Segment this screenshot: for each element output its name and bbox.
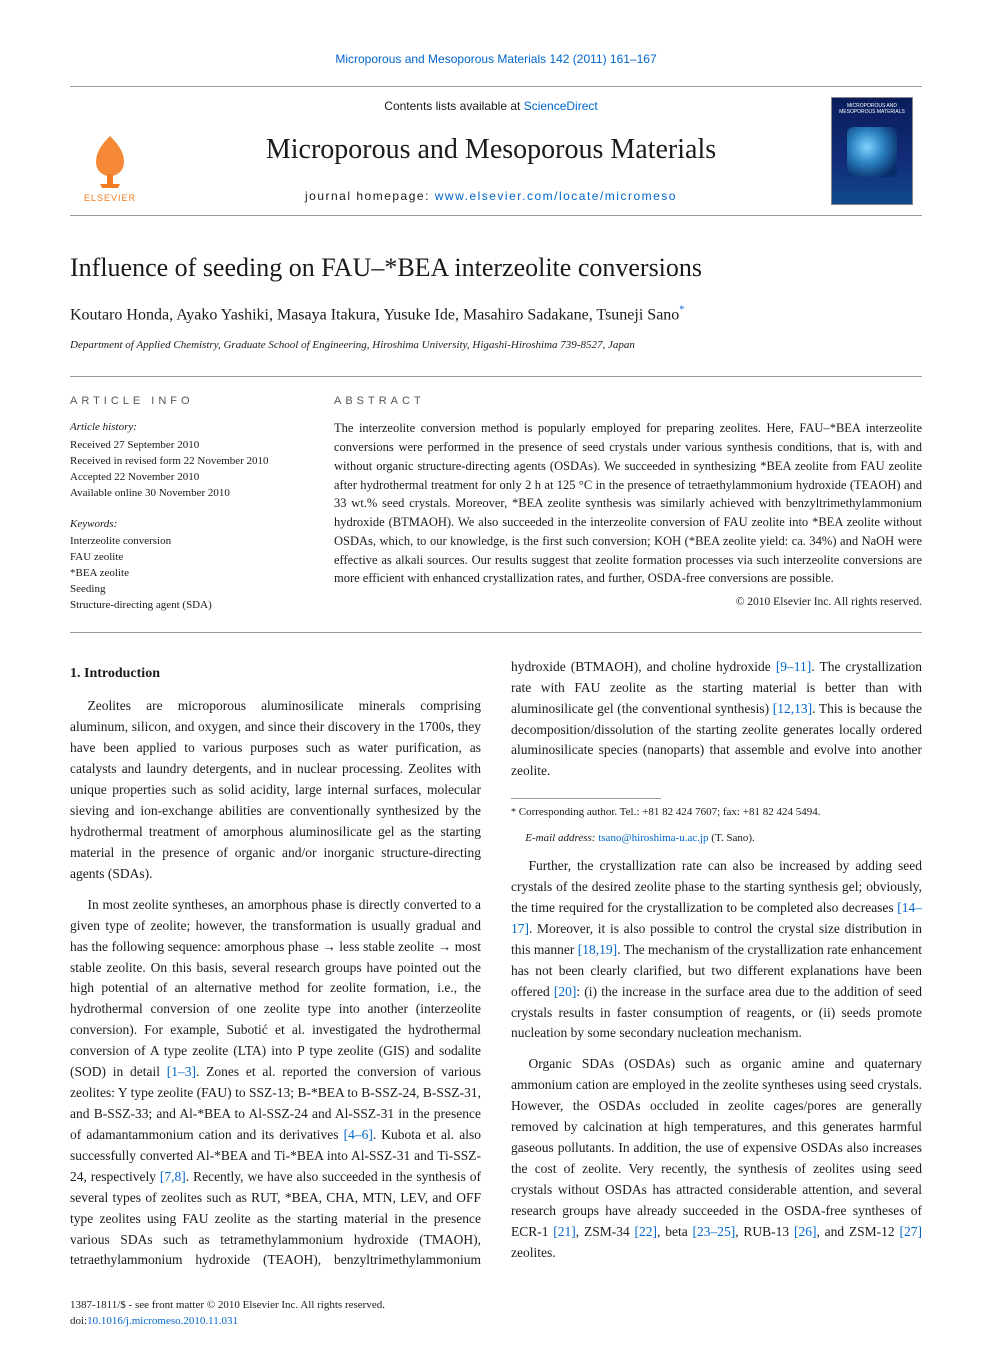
paragraph-text: zeolites. xyxy=(511,1245,556,1260)
email-label: E-mail address: xyxy=(525,832,598,844)
ref-link[interactable]: [12,13] xyxy=(773,701,812,716)
email-link[interactable]: tsano@hiroshima-u.ac.jp xyxy=(598,832,708,844)
keyword: Interzeolite conversion xyxy=(70,534,300,550)
keyword: *BEA zeolite xyxy=(70,566,300,582)
section-heading-introduction: 1. Introduction xyxy=(70,663,481,685)
paragraph-text: In most zeolite syntheses, an amorphous … xyxy=(70,897,481,1079)
header-center: Contents lists available at ScienceDirec… xyxy=(160,87,822,215)
doi-prefix: doi: xyxy=(70,1315,87,1327)
star-icon: * xyxy=(511,807,516,818)
paragraph-text: . Recently, xyxy=(186,1169,248,1184)
history-head: Article history: xyxy=(70,419,300,436)
cover-art-icon xyxy=(847,127,897,177)
doi-line: doi:10.1016/j.micromeso.2010.11.031 xyxy=(70,1314,922,1329)
publisher-logo-cell: ELSEVIER xyxy=(70,87,160,215)
footnote-block: * Corresponding author. Tel.: +81 82 424… xyxy=(511,798,922,846)
ref-link[interactable]: [1–3] xyxy=(167,1064,196,1079)
homepage-prefix: journal homepage: xyxy=(305,189,435,203)
paragraph-text: Further, the crystallization rate can al… xyxy=(511,858,922,915)
body-paragraph: Further, the crystallization rate can al… xyxy=(511,856,922,1044)
homepage-link[interactable]: www.elsevier.com/locate/micromeso xyxy=(435,189,677,203)
article-meta-row: ARTICLE INFO Article history: Received 2… xyxy=(70,376,922,633)
corresponding-marker-link[interactable]: * xyxy=(679,306,684,323)
ref-link[interactable]: [7,8] xyxy=(160,1169,186,1184)
page-footer: 1387-1811/$ - see front matter © 2010 El… xyxy=(70,1298,922,1329)
history-line: Accepted 22 November 2010 xyxy=(70,470,300,486)
journal-header: ELSEVIER Contents lists available at Sci… xyxy=(70,86,922,216)
doi-link[interactable]: 10.1016/j.micromeso.2010.11.031 xyxy=(87,1315,238,1327)
authors-line: Koutaro Honda, Ayako Yashiki, Masaya Ita… xyxy=(70,303,922,327)
top-citation-link[interactable]: Microporous and Mesoporous Materials 142… xyxy=(335,52,656,66)
history-line: Received 27 September 2010 xyxy=(70,438,300,454)
top-citation: Microporous and Mesoporous Materials 142… xyxy=(70,50,922,68)
elsevier-logo-text: ELSEVIER xyxy=(84,192,136,206)
abstract-label: ABSTRACT xyxy=(334,393,922,410)
journal-cover-thumbnail[interactable]: MICROPOROUS AND MESOPOROUS MATERIALS xyxy=(831,97,913,205)
ref-link[interactable]: [4–6] xyxy=(344,1127,373,1142)
cover-cell: MICROPOROUS AND MESOPOROUS MATERIALS xyxy=(822,87,922,215)
ref-link[interactable]: [22] xyxy=(635,1224,658,1239)
paragraph-text: Zeolites are microporous aluminosilicate… xyxy=(70,698,481,880)
paragraph-text: , ZSM-34 xyxy=(576,1224,635,1239)
paragraph-text: Organic SDAs (OSDAs) such as organic ami… xyxy=(511,1056,922,1238)
journal-title: Microporous and Mesoporous Materials xyxy=(266,129,716,171)
ref-link[interactable]: [9–11] xyxy=(776,659,812,674)
keyword: FAU zeolite xyxy=(70,550,300,566)
contents-line: Contents lists available at ScienceDirec… xyxy=(384,97,597,115)
ref-link[interactable]: [27] xyxy=(899,1224,922,1239)
elsevier-logo[interactable]: ELSEVIER xyxy=(74,115,146,205)
keyword: Seeding xyxy=(70,582,300,598)
paragraph-text: , RUB-13 xyxy=(735,1224,794,1239)
footnote-rule xyxy=(511,798,661,799)
ref-link[interactable]: [18,19] xyxy=(578,942,617,957)
elsevier-tree-icon xyxy=(82,130,138,190)
corresponding-marker: * xyxy=(679,305,684,316)
abstract-block: ABSTRACT The interzeolite conversion met… xyxy=(334,393,922,614)
authors-names: Koutaro Honda, Ayako Yashiki, Masaya Ita… xyxy=(70,306,679,323)
cover-title: MICROPOROUS AND MESOPOROUS MATERIALS xyxy=(836,104,908,115)
article-info-block: ARTICLE INFO Article history: Received 2… xyxy=(70,393,300,614)
paragraph-text: , beta xyxy=(657,1224,692,1239)
issn-line: 1387-1811/$ - see front matter © 2010 El… xyxy=(70,1298,922,1313)
history-line: Available online 30 November 2010 xyxy=(70,486,300,502)
article-info-label: ARTICLE INFO xyxy=(70,393,300,410)
ref-link[interactable]: [20] xyxy=(554,984,577,999)
contents-prefix: Contents lists available at xyxy=(384,99,523,113)
corresponding-footnote: * Corresponding author. Tel.: +81 82 424… xyxy=(511,805,922,820)
article-title: Influence of seeding on FAU–*BEA interze… xyxy=(70,248,922,287)
abstract-copyright: © 2010 Elsevier Inc. All rights reserved… xyxy=(334,594,922,611)
email-who: (T. Sano). xyxy=(709,832,755,844)
corr-text: Corresponding author. Tel.: +81 82 424 7… xyxy=(519,806,821,818)
affiliation: Department of Applied Chemistry, Graduat… xyxy=(70,337,922,354)
keywords-head: Keywords: xyxy=(70,516,300,533)
body-paragraph: Zeolites are microporous aluminosilicate… xyxy=(70,696,481,884)
abstract-text: The interzeolite conversion method is po… xyxy=(334,419,922,588)
body-paragraph: Organic SDAs (OSDAs) such as organic ami… xyxy=(511,1054,922,1263)
body-columns: 1. Introduction Zeolites are microporous… xyxy=(70,657,922,1273)
ref-link[interactable]: [26] xyxy=(794,1224,817,1239)
sciencedirect-link[interactable]: ScienceDirect xyxy=(524,99,598,113)
ref-link[interactable]: [23–25] xyxy=(692,1224,735,1239)
email-footnote: E-mail address: tsano@hiroshima-u.ac.jp … xyxy=(511,831,922,846)
history-line: Received in revised form 22 November 201… xyxy=(70,454,300,470)
ref-link[interactable]: [21] xyxy=(553,1224,576,1239)
keyword: Structure-directing agent (SDA) xyxy=(70,598,300,614)
page: Microporous and Mesoporous Materials 142… xyxy=(0,0,992,1369)
homepage-line: journal homepage: www.elsevier.com/locat… xyxy=(305,187,677,205)
paragraph-text: , and ZSM-12 xyxy=(816,1224,899,1239)
